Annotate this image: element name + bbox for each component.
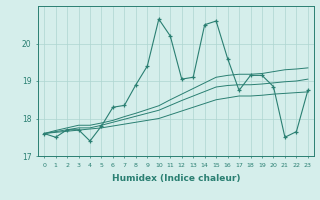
X-axis label: Humidex (Indice chaleur): Humidex (Indice chaleur) <box>112 174 240 183</box>
